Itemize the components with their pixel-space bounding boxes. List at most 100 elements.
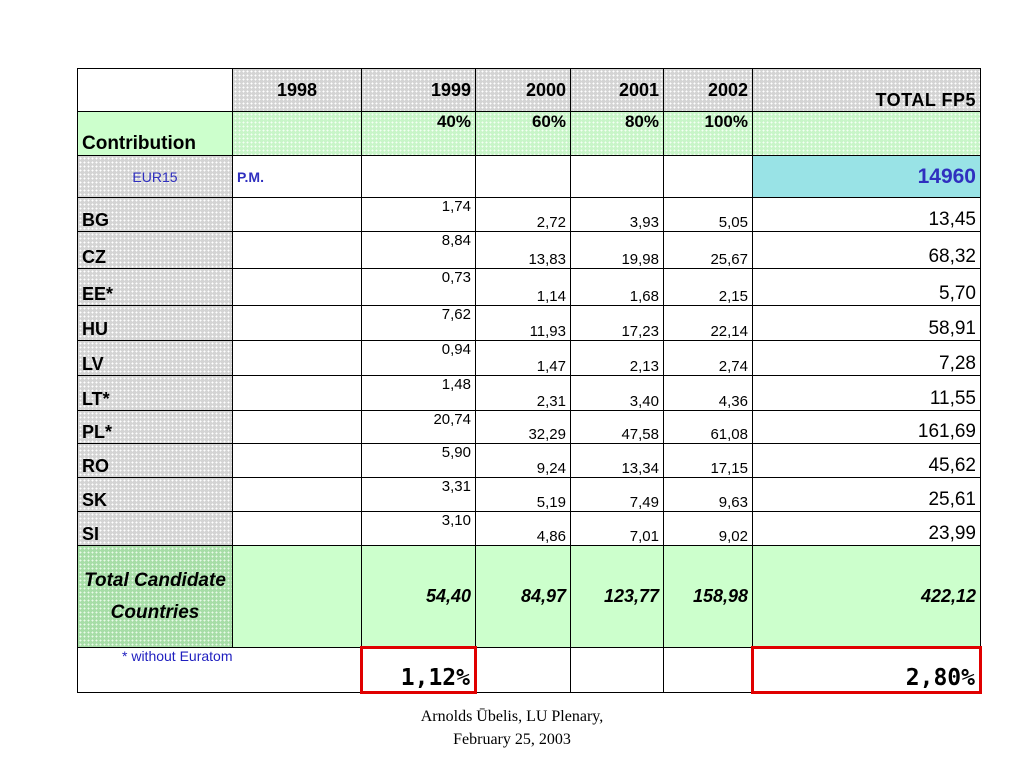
footnote-empty-2002 (663, 647, 753, 693)
value-2000: 2,31 (475, 375, 571, 411)
country-row-bg: BG 1,74 2,72 3,93 5,05 13,45 (77, 197, 981, 232)
value-1998 (232, 375, 362, 411)
slide-footer: Arnolds Ūbelis, LU Plenary, February 25,… (0, 705, 1024, 751)
value-total: 58,91 (752, 305, 981, 341)
country-row-pl: PL* 20,74 32,29 47,58 61,08 161,69 (77, 410, 981, 444)
total-fp5-header: TOTAL FP5 (752, 68, 981, 112)
value-2000: 13,83 (475, 231, 571, 269)
footnote-empty-2000 (475, 647, 571, 693)
contribution-1999: 40% (361, 111, 476, 156)
contribution-row: Contribution 40% 60% 80% 100% (77, 111, 981, 156)
value-1998 (232, 268, 362, 306)
value-2000: 1,47 (475, 340, 571, 376)
footnote-empty-2001 (570, 647, 664, 693)
value-2000: 2,72 (475, 197, 571, 232)
value-2002: 4,36 (663, 375, 753, 411)
contribution-2002: 100% (663, 111, 753, 156)
eur15-pm: P.M. (232, 155, 362, 198)
value-total: 25,61 (752, 477, 981, 512)
value-2001: 47,58 (570, 410, 664, 444)
eur15-2001 (570, 155, 664, 198)
eur15-1999 (361, 155, 476, 198)
country-code: LT* (77, 375, 233, 411)
fp5-contribution-table: 1998 1999 2000 2001 2002 TOTAL FP5 Contr… (77, 68, 982, 694)
value-2000: 11,93 (475, 305, 571, 341)
country-code: LV (77, 340, 233, 376)
value-1999: 0,73 (361, 268, 476, 306)
value-1999: 20,74 (361, 410, 476, 444)
value-total: 68,32 (752, 231, 981, 269)
contribution-total (752, 111, 981, 156)
country-row-hu: HU 7,62 11,93 17,23 22,14 58,91 (77, 305, 981, 341)
country-code: SK (77, 477, 233, 512)
contribution-2000: 60% (475, 111, 571, 156)
value-1998 (232, 443, 362, 478)
value-2001: 7,49 (570, 477, 664, 512)
value-1998 (232, 197, 362, 232)
sum-total: 422,12 (752, 545, 981, 648)
country-row-lv: LV 0,94 1,47 2,13 2,74 7,28 (77, 340, 981, 376)
country-code: EE* (77, 268, 233, 306)
country-row-sk: SK 3,31 5,19 7,49 9,63 25,61 (77, 477, 981, 512)
country-row-ee: EE* 0,73 1,14 1,68 2,15 5,70 (77, 268, 981, 306)
value-2000: 4,86 (475, 511, 571, 546)
value-2002: 9,63 (663, 477, 753, 512)
footer-date: February 25, 2003 (453, 731, 571, 748)
value-1999: 1,48 (361, 375, 476, 411)
sum-1998 (232, 545, 362, 648)
value-1999: 8,84 (361, 231, 476, 269)
value-2001: 19,98 (570, 231, 664, 269)
value-2000: 5,19 (475, 477, 571, 512)
percent-1999-box: 1,12% (360, 646, 477, 694)
year-header-2002: 2002 (663, 68, 753, 112)
country-code: HU (77, 305, 233, 341)
eur15-2000 (475, 155, 571, 198)
footnote-text: * without Euratom (122, 648, 233, 664)
value-2000: 1,14 (475, 268, 571, 306)
value-2000: 32,29 (475, 410, 571, 444)
value-1999: 1,74 (361, 197, 476, 232)
value-total: 7,28 (752, 340, 981, 376)
value-1998 (232, 410, 362, 444)
value-2000: 9,24 (475, 443, 571, 478)
value-1999: 0,94 (361, 340, 476, 376)
value-2001: 3,40 (570, 375, 664, 411)
year-header-1998: 1998 (232, 68, 362, 112)
footnote-row: * without Euratom 1,12% 2,80% (77, 646, 982, 694)
value-2001: 7,01 (570, 511, 664, 546)
value-1998 (232, 305, 362, 341)
value-1998 (232, 477, 362, 512)
country-code: RO (77, 443, 233, 478)
value-total: 13,45 (752, 197, 981, 232)
value-2001: 3,93 (570, 197, 664, 232)
country-row-si: SI 3,10 4,86 7,01 9,02 23,99 (77, 511, 981, 546)
country-code: PL* (77, 410, 233, 444)
euratom-footnote: * without Euratom (77, 647, 362, 693)
value-1998 (232, 231, 362, 269)
contribution-label: Contribution (77, 111, 233, 156)
value-total: 11,55 (752, 375, 981, 411)
year-header-2000: 2000 (475, 68, 571, 112)
country-row-ro: RO 5,90 9,24 13,34 17,15 45,62 (77, 443, 981, 478)
eur15-2002 (663, 155, 753, 198)
country-code: CZ (77, 231, 233, 269)
value-total: 23,99 (752, 511, 981, 546)
eur15-row: EUR15 P.M. 14960 (77, 155, 981, 198)
value-1999: 5,90 (361, 443, 476, 478)
value-2001: 13,34 (570, 443, 664, 478)
value-2001: 17,23 (570, 305, 664, 341)
total-candidate-row: Total Candidate Countries 54,40 84,97 12… (77, 545, 981, 648)
sum-2001: 123,77 (570, 545, 664, 648)
value-1999: 7,62 (361, 305, 476, 341)
value-2002: 9,02 (663, 511, 753, 546)
value-2001: 2,13 (570, 340, 664, 376)
contribution-2001: 80% (570, 111, 664, 156)
value-2002: 2,15 (663, 268, 753, 306)
year-header-1999: 1999 (361, 68, 476, 112)
value-1999: 3,10 (361, 511, 476, 546)
footer-author: Arnolds Ūbelis, LU Plenary, (420, 708, 604, 725)
eur15-label: EUR15 (77, 155, 233, 198)
value-2002: 22,14 (663, 305, 753, 341)
value-1998 (232, 511, 362, 546)
percent-total-box: 2,80% (751, 646, 982, 694)
